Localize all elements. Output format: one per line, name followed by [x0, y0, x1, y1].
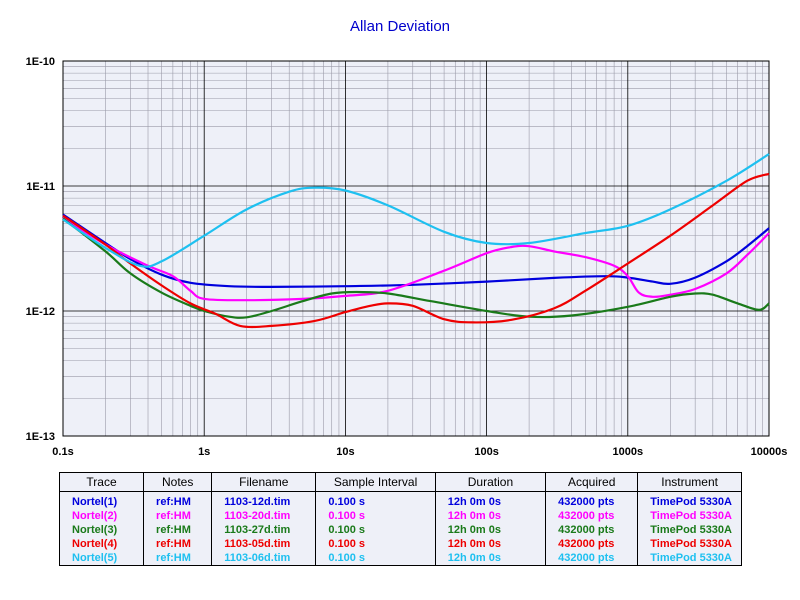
legend-cell-notes: ref:HM — [143, 491, 213, 509]
y-tick-label: 1E-11 — [26, 181, 55, 193]
y-tick-labels: 1E-10 1E-11 1E-12 1E-13 — [26, 56, 55, 443]
plot-frame — [62, 60, 770, 437]
legend-row: Nortel(4) ref:HM 1103-05d.tim 0.100 s 12h 0m… — [60, 537, 741, 551]
legend-cell-duration: 12h 0m 0s — [435, 491, 547, 509]
legend-cell-interval: 0.100 s — [315, 509, 436, 523]
legend-cell-trace: Nortel(2) — [60, 509, 145, 523]
legend-cell-notes: ref:HM — [143, 523, 213, 537]
legend-header-cell: Duration — [435, 473, 547, 492]
legend-cell-duration: 12h 0m 0s — [435, 537, 547, 551]
legend-body: Nortel(1) ref:HM 1103-12d.tim 0.100 s 12h 0m… — [60, 491, 741, 565]
legend-cell-notes: ref:HM — [143, 537, 213, 551]
legend-cell-interval: 0.100 s — [315, 537, 436, 551]
legend-cell-instrument: TimePod 5330A — [650, 538, 732, 550]
legend-header-cell: Notes — [143, 473, 213, 492]
legend-cell-duration: 12h 0m 0s — [435, 523, 547, 537]
legend-cell-interval: 0.100 s — [315, 523, 436, 537]
legend-cell-instrument: TimePod 5330A — [650, 510, 732, 522]
legend-cell-filename: 1103-12d.tim — [211, 491, 317, 509]
y-tick-label: 1E-10 — [26, 56, 55, 68]
legend-cell-filename: 1103-06d.tim — [211, 551, 317, 565]
legend-cell-instrument: TimePod 5330A — [650, 524, 732, 536]
legend-header-cell: Instrument — [637, 473, 741, 492]
x-tick-label: 1000s — [613, 446, 644, 458]
legend-cell-interval: 0.100 s — [315, 551, 436, 565]
legend-header-cell: Acquired — [545, 473, 639, 492]
legend-row: Nortel(3) ref:HM 1103-27d.tim 0.100 s 12h 0m… — [60, 523, 741, 537]
major-grid — [63, 61, 769, 436]
legend-table: Trace Notes Filename Sample Interval Duratio… — [59, 472, 742, 566]
x-tick-label: 100s — [474, 446, 498, 458]
legend-cell-filename: 1103-20d.tim — [211, 509, 317, 523]
series-line-nortel2 — [62, 216, 770, 302]
legend-cell-interval: 0.100 s — [315, 491, 436, 509]
series-line-nortel3 — [62, 217, 770, 319]
legend-cell-trace: Nortel(5) — [60, 551, 145, 565]
legend-cell-notes: ref:HM — [143, 551, 213, 565]
x-tick-labels: 0.1s 1s 10s 100s 1000s 10000s — [52, 446, 787, 458]
legend-cell-instrument: TimePod 5330A — [650, 496, 732, 508]
series-lines — [62, 153, 770, 329]
chart-title: Allan Deviation — [349, 18, 451, 35]
series-line-nortel1 — [62, 213, 770, 288]
x-tick-label: 10s — [336, 446, 354, 458]
legend-cell-notes: ref:HM — [143, 509, 213, 523]
x-tick-label: 10000s — [751, 446, 788, 458]
x-tick-label: 0.1s — [52, 446, 73, 458]
legend-row: Nortel(1) ref:HM 1103-12d.tim 0.100 s 12h 0m… — [60, 491, 741, 509]
legend-cell-acquired: 432000 pts — [545, 537, 639, 551]
legend-row: Nortel(5) ref:HM 1103-06d.tim 0.100 s 12h 0m… — [60, 551, 741, 565]
y-tick-label: 1E-12 — [26, 306, 55, 318]
legend-cell-filename: 1103-27d.tim — [211, 523, 317, 537]
legend-cell-duration: 12h 0m 0s — [435, 551, 547, 565]
plot-area — [63, 61, 769, 436]
series-line-nortel4 — [62, 172, 770, 329]
legend-cell-trace: Nortel(1) — [60, 491, 145, 509]
minor-grid — [63, 61, 769, 436]
legend-cell-acquired: 432000 pts — [545, 509, 639, 523]
legend-cell-instrument: TimePod 5330A — [650, 552, 732, 564]
legend-cell-acquired: 432000 pts — [545, 551, 639, 565]
legend-cell-trace: Nortel(4) — [60, 537, 145, 551]
allan-deviation-plot: 0.1s 1s 10s 100s 1000s 10000s 1E-10 1E-11 1E-12… — [26, 56, 788, 458]
legend-row: Nortel(2) ref:HM 1103-20d.tim 0.100 s 12h 0m… — [60, 509, 741, 523]
legend-cell-acquired: 432000 pts — [545, 491, 639, 509]
legend-cell-filename: 1103-05d.tim — [211, 537, 317, 551]
legend-cell-acquired: 432000 pts — [545, 523, 639, 537]
y-tick-label: 1E-13 — [26, 431, 55, 443]
legend-cell-trace: Nortel(3) — [60, 523, 145, 537]
legend-header-cell: Sample Interval — [315, 473, 436, 492]
legend-cell-duration: 12h 0m 0s — [435, 509, 547, 523]
legend-header-row: Trace Notes Filename Sample Interval Duratio… — [60, 473, 741, 492]
x-tick-label: 1s — [198, 446, 210, 458]
legend-header-cell: Trace — [60, 473, 145, 492]
series-line-nortel5 — [62, 153, 770, 268]
legend-header-cell: Filename — [211, 473, 317, 492]
